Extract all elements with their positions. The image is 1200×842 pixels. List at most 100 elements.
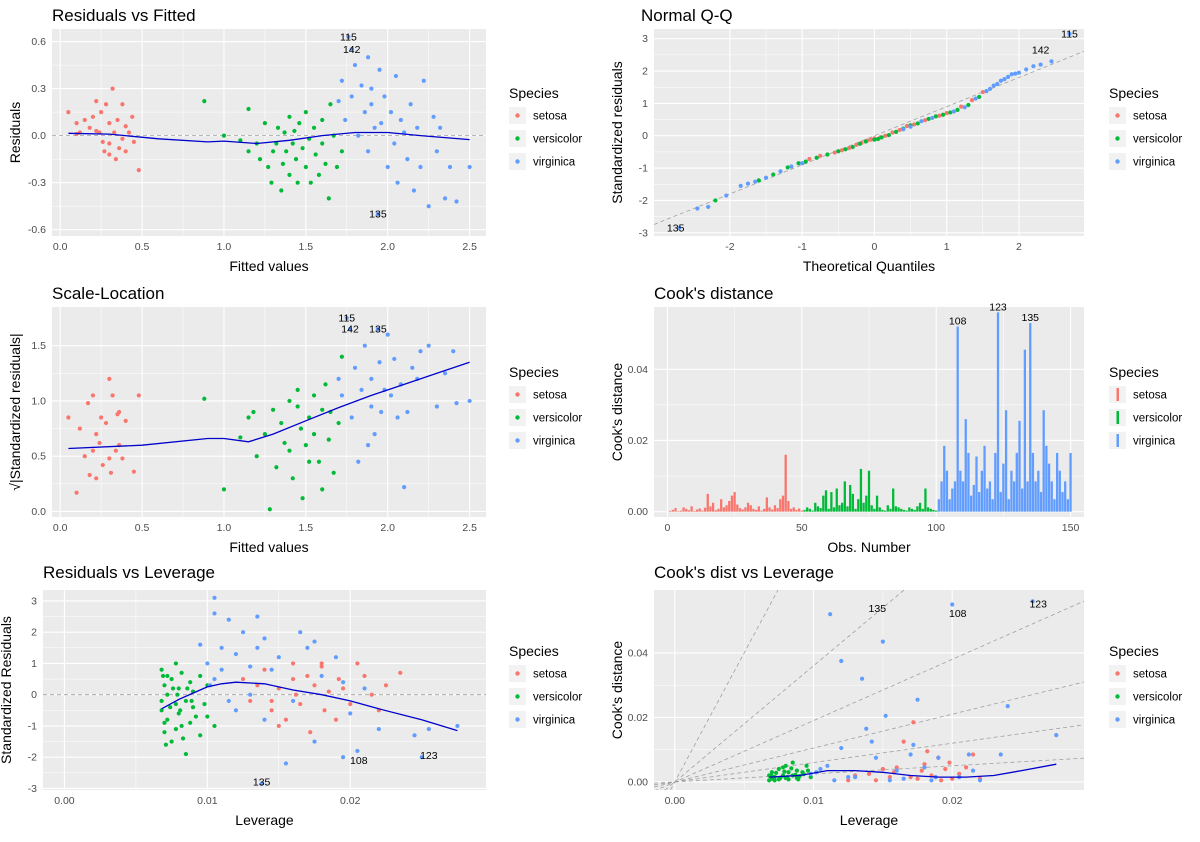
data-point (136, 168, 141, 173)
data-point (276, 655, 281, 660)
bar (711, 502, 715, 512)
y-tick-label: -3 (28, 783, 37, 795)
bar (1058, 470, 1061, 512)
data-point (355, 661, 360, 666)
data-point (866, 771, 872, 776)
data-point (131, 139, 136, 145)
data-point (276, 723, 281, 729)
data-point (336, 420, 341, 426)
x-axis-title: Leverage (840, 812, 899, 828)
data-point (233, 651, 239, 657)
y-tick-label: 0.02 (628, 712, 649, 724)
data-point (873, 755, 879, 760)
data-point (776, 766, 781, 772)
bar (830, 492, 833, 512)
data-point (326, 689, 331, 694)
data-point (395, 415, 400, 420)
data-point (100, 462, 105, 468)
data-point (825, 152, 830, 157)
bar (771, 509, 774, 512)
data-point (919, 119, 924, 124)
data-point (415, 125, 420, 130)
data-point (957, 771, 962, 776)
data-point (392, 356, 397, 362)
data-point (298, 426, 304, 431)
contour-reference-line (664, 590, 905, 790)
legend-swatch (515, 671, 520, 676)
data-point (873, 778, 879, 783)
bar (784, 454, 787, 512)
plot-area (43, 595, 486, 786)
data-point (442, 371, 448, 376)
bar (835, 488, 838, 512)
observation-label: 115 (1061, 28, 1078, 40)
data-point (936, 755, 941, 760)
legend-label-setosa: setosa (533, 669, 567, 681)
bar (1069, 452, 1072, 512)
data-point (173, 701, 178, 707)
plot-background (52, 307, 486, 517)
data-point (943, 766, 948, 772)
data-point (320, 487, 325, 492)
data-point (922, 118, 928, 123)
bar (875, 495, 879, 512)
data-point (375, 327, 381, 332)
data-point (179, 723, 184, 729)
data-point (283, 761, 289, 766)
data-point (369, 404, 374, 409)
data-point (411, 188, 417, 193)
data-point (847, 145, 852, 151)
data-point (1016, 70, 1022, 75)
data-point (336, 376, 341, 381)
data-point (255, 645, 260, 650)
data-point (808, 774, 813, 780)
data-point (955, 107, 960, 112)
data-point (864, 726, 869, 731)
data-point (311, 125, 317, 130)
data-point (894, 765, 899, 770)
data-point (825, 763, 830, 768)
data-point (347, 327, 353, 332)
data-point (295, 404, 300, 409)
data-point (832, 778, 837, 783)
bar (682, 507, 685, 512)
y-tick-label: 0 (31, 689, 37, 701)
data-point (238, 435, 243, 440)
data-point (937, 113, 942, 118)
x-tick-label: 50 (796, 522, 808, 534)
legend-swatch (1115, 694, 1120, 699)
x-tick-label: 2.5 (462, 241, 477, 253)
data-point (947, 760, 952, 765)
data-point (290, 661, 296, 666)
data-point (901, 776, 906, 781)
contour-reference-line (654, 757, 1084, 784)
data-point (94, 99, 99, 104)
bar (1018, 420, 1021, 512)
data-point (908, 124, 913, 129)
data-point (405, 157, 410, 162)
bar (881, 509, 884, 512)
observation-label: 123 (1029, 598, 1047, 610)
minor-gridlines (52, 29, 486, 236)
data-point (66, 110, 71, 115)
data-point (1002, 77, 1007, 82)
y-tick-label: 0.3 (31, 83, 46, 95)
bar (1034, 481, 1037, 512)
data-point (379, 409, 384, 415)
observation-label: 123 (989, 302, 1007, 314)
data-point (303, 110, 308, 115)
data-point (323, 382, 328, 387)
data-point (202, 99, 207, 104)
data-point (786, 770, 791, 775)
data-point (221, 133, 227, 138)
data-point (897, 127, 902, 133)
panel-title: Cook's distance (654, 284, 773, 303)
data-point (170, 686, 176, 691)
bar (754, 509, 758, 512)
data-point (339, 393, 344, 398)
data-point (377, 360, 382, 365)
bar (795, 509, 798, 512)
x-tick-label: 0.5 (135, 241, 150, 253)
bar (902, 509, 906, 512)
data-point (159, 708, 164, 713)
